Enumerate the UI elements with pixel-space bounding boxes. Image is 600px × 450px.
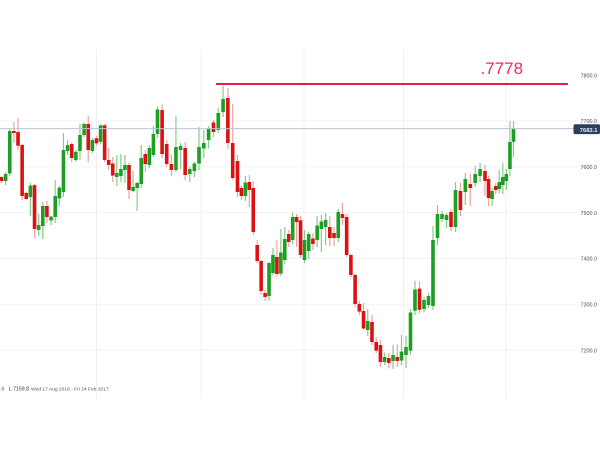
svg-text:L 7159.8: L 7159.8 xyxy=(9,387,29,393)
svg-text:7200.0: 7200.0 xyxy=(581,348,598,354)
svg-text:7300.0: 7300.0 xyxy=(581,303,598,309)
svg-text:.7778: .7778 xyxy=(481,59,524,78)
svg-text:7500.0: 7500.0 xyxy=(581,211,598,217)
svg-text:7600.0: 7600.0 xyxy=(581,165,598,171)
svg-text:.6: .6 xyxy=(0,387,4,393)
svg-text:7683.1: 7683.1 xyxy=(580,128,599,134)
svg-text:7700.0: 7700.0 xyxy=(581,119,598,125)
svg-text:Wed 17 Aug 2016 - Fri 24 Feb 2: Wed 17 Aug 2016 - Fri 24 Feb 2017 xyxy=(31,387,109,393)
svg-text:7400.0: 7400.0 xyxy=(581,257,598,263)
svg-text:7800.0: 7800.0 xyxy=(581,73,598,79)
